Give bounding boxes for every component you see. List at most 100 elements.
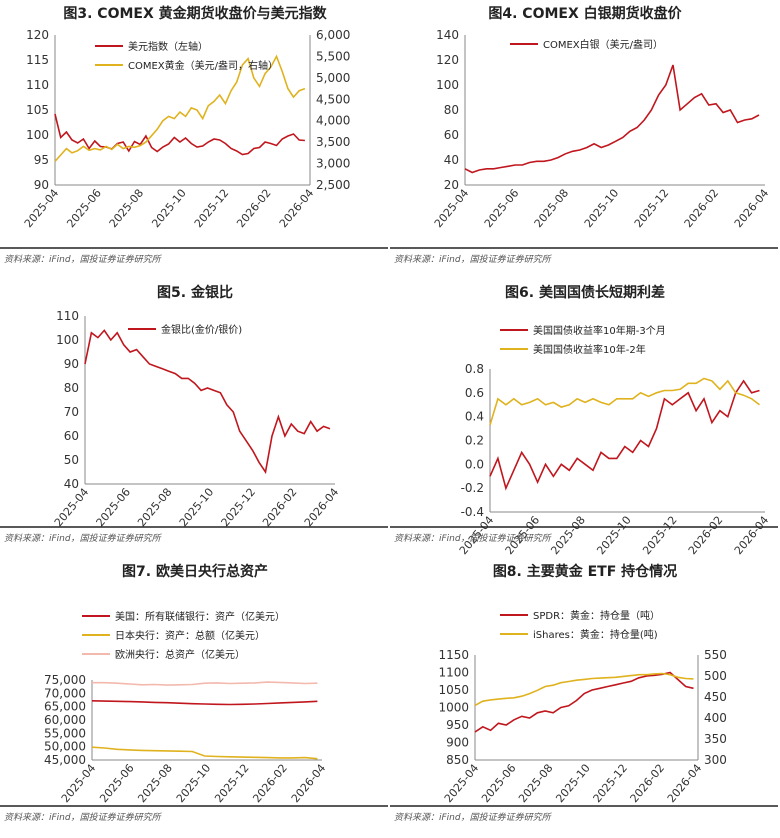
y2-tick-label: 4,000 — [316, 114, 350, 128]
y-tick-label: 850 — [446, 753, 469, 767]
x-tick-label: 2025-04 — [59, 762, 99, 806]
x-tick-label: 2025-06 — [64, 187, 104, 231]
y-tick-label: 120 — [436, 53, 459, 67]
y-tick-label: 20 — [444, 178, 459, 192]
series-line-2 — [489, 377, 760, 426]
y-tick-label: 900 — [446, 736, 469, 750]
x-tick-label: 2025-06 — [479, 762, 519, 806]
y-tick-label: 55,000 — [44, 726, 86, 740]
legend-label: 美国国债收益率10年期-3个月 — [533, 324, 666, 337]
x-tick-label: 2025-12 — [192, 187, 232, 231]
x-tick-label: 2026-02 — [260, 486, 300, 530]
source-note: 资料来源：iFind，国投证券证券研究所 — [4, 533, 163, 544]
y-tick-label: 40 — [64, 477, 79, 491]
x-tick-label: 2026-04 — [732, 514, 772, 558]
y-tick-label: 60 — [444, 128, 459, 142]
y-tick-label: 40 — [444, 153, 459, 167]
legend-label: 金银比(金价/银价) — [161, 323, 242, 336]
chart-fig6-treasury-spread: 图6. 美国国债长短期利差 -0.4 -0.2 0.0 0.2 0.4 0.6 0.8 2025… — [390, 279, 780, 558]
y-tick-label: 950 — [446, 718, 469, 732]
y-tick-label: 80 — [64, 381, 79, 395]
chart-svg: 图8. 主要黄金 ETF 持仓情况 850 900 950 1000 1050 1100 11… — [390, 563, 778, 823]
x-tick-label: 2025-04 — [22, 187, 62, 231]
y-tick-label: 120 — [26, 28, 49, 42]
y-tick-label: 70,000 — [44, 686, 86, 700]
y2-tick-label: 5,500 — [316, 49, 350, 63]
y-tick-label: -0.2 — [461, 481, 484, 495]
x-tick-label: 2025-08 — [107, 187, 147, 231]
chart-svg: 图6. 美国国债长短期利差 -0.4 -0.2 0.0 0.2 0.4 0.6 0.8 2025… — [390, 284, 778, 558]
legend-label: COMEX黄金（美元/盎司，右轴） — [128, 59, 278, 72]
x-tick-label: 2025-12 — [591, 762, 631, 806]
x-tick-label: 2026-04 — [302, 486, 342, 530]
y-tick-label: 1150 — [438, 648, 469, 662]
y-tick-label: 105 — [26, 103, 49, 117]
y-tick-label: 1100 — [438, 666, 469, 680]
y-tick-label: 75,000 — [44, 673, 86, 687]
y2-tick-label: 5,000 — [316, 71, 350, 85]
x-tick-label: 2025-04 — [442, 762, 482, 806]
x-tick-label: 2025-08 — [548, 514, 588, 558]
x-tick-label: 2026-04 — [277, 187, 317, 231]
series-line-2 — [474, 672, 694, 707]
series-line-1 — [474, 671, 694, 733]
y-tick-label: 1050 — [438, 683, 469, 697]
x-tick-label: 2025-04 — [432, 187, 472, 231]
x-tick-label: 2026-02 — [628, 762, 668, 806]
y-tick-label: 140 — [436, 28, 459, 42]
source-note: 资料来源：iFind，国投证券证券研究所 — [394, 533, 553, 544]
chart-svg: 图7. 欧美日央行总资产 45,00050,00055,00060,00065,0… — [0, 563, 388, 823]
y-tick-label: 60 — [64, 429, 79, 443]
legend-label: 欧洲央行：总资产（亿美元） — [115, 648, 245, 661]
legend-label: 美国：所有联储银行：资产（亿美元） — [115, 610, 285, 623]
y2-tick-label: 4,500 — [316, 92, 350, 106]
y-tick-label: 0.0 — [465, 457, 484, 471]
source-note: 资料来源：iFind，国投证券证券研究所 — [4, 812, 163, 823]
y-tick-label: 110 — [56, 309, 79, 323]
y-tick-label: 115 — [26, 53, 49, 67]
series-line-2 — [54, 54, 306, 162]
x-tick-label: 2026-02 — [250, 762, 290, 806]
legend-label: COMEX白银（美元/盎司） — [543, 38, 663, 51]
y-tick-label: 50,000 — [44, 740, 86, 754]
y-tick-label: -0.4 — [461, 505, 484, 519]
chart-title: 图6. 美国国债长短期利差 — [505, 284, 665, 301]
x-tick-label: 2025-10 — [174, 762, 214, 806]
series-line-1 — [54, 113, 305, 156]
y-tick-label: 70 — [64, 405, 79, 419]
series-line-1 — [464, 64, 760, 174]
y2-tick-label: 6,000 — [316, 28, 350, 42]
y-tick-label: 50 — [64, 453, 79, 467]
y2-tick-label: 300 — [704, 753, 727, 767]
x-tick-label: 2025-08 — [135, 762, 175, 806]
source-note: 资料来源：iFind，国投证券证券研究所 — [394, 812, 553, 823]
x-tick-label: 2025-12 — [632, 187, 672, 231]
x-tick-label: 2025-08 — [135, 486, 175, 530]
legend-label: SPDR：黄金：持仓量（吨） — [533, 609, 660, 622]
legend-label: 美国国债收益率10年-2年 — [533, 343, 646, 356]
y-tick-label: 65,000 — [44, 700, 86, 714]
y2-tick-label: 3,000 — [316, 157, 350, 171]
y-tick-label: 100 — [26, 128, 49, 142]
source-note: 资料来源：iFind，国投证券证券研究所 — [394, 254, 553, 265]
y2-tick-label: 450 — [704, 690, 727, 704]
series-line-3 — [92, 681, 318, 686]
legend-label: 美元指数（左轴） — [128, 40, 208, 53]
chart-fig4-silver-price: 图4. COMEX 白银期货收盘价 20 40 60 80 100 120 140 2025-0… — [390, 0, 780, 279]
chart-svg: 图3. COMEX 黄金期货收盘价与美元指数 90 95 100 105 110 115 12… — [0, 5, 388, 265]
x-tick-label: 2026-02 — [234, 187, 274, 231]
x-tick-label: 2025-12 — [212, 762, 252, 806]
y-tick-label: 100 — [436, 78, 459, 92]
y-tick-label: 0.6 — [465, 386, 484, 400]
y-tick-label: 0.4 — [465, 410, 484, 424]
x-tick-label: 2026-04 — [732, 187, 772, 231]
chart-svg: 图4. COMEX 白银期货收盘价 20 40 60 80 100 120 140 2025-0… — [390, 5, 778, 265]
y-tick-label: 45,000 — [44, 753, 86, 767]
chart-title: 图4. COMEX 白银期货收盘价 — [488, 5, 682, 22]
chart-title: 图7. 欧美日央行总资产 — [122, 563, 268, 580]
legend-label: iShares：黄金：持仓量(吨) — [533, 628, 658, 641]
x-tick-label: 2025-12 — [640, 514, 680, 558]
x-tick-label: 2026-04 — [289, 762, 329, 806]
y-tick-label: 90 — [64, 357, 79, 371]
